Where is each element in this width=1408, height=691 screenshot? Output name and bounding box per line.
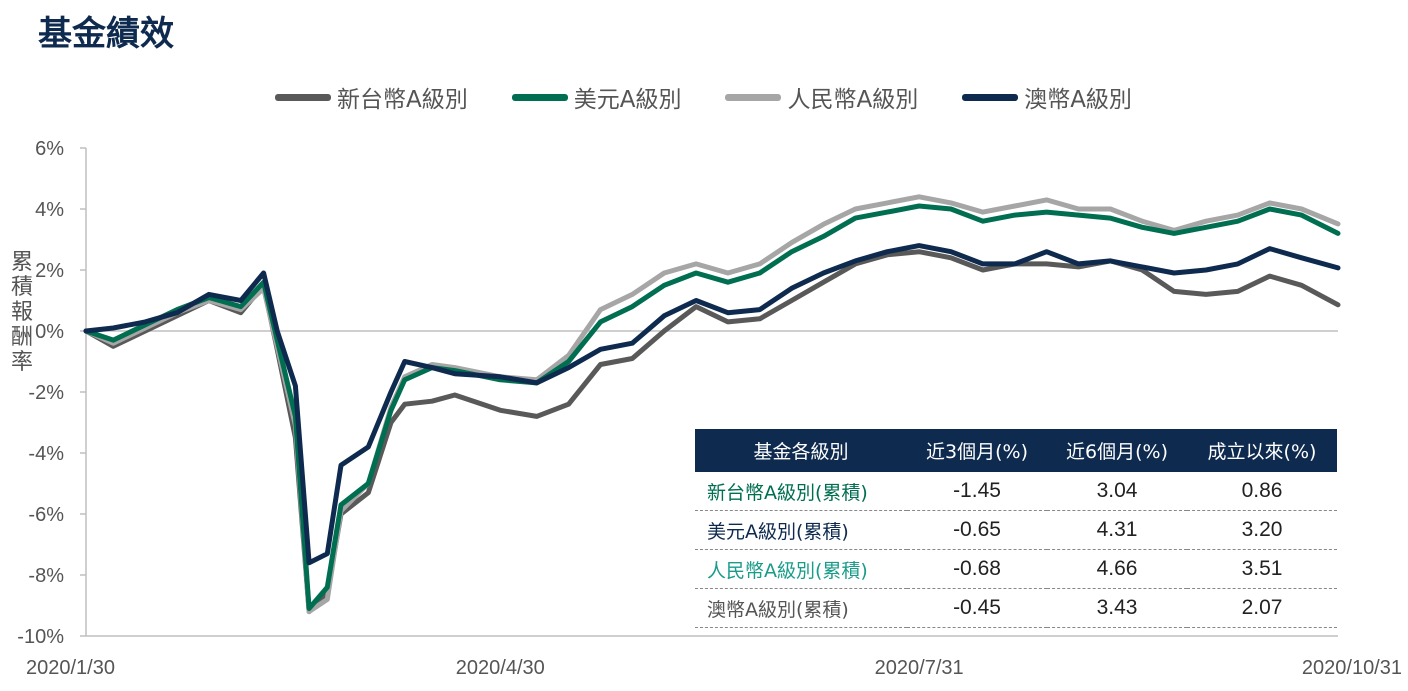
series-line-aud (83, 243, 1341, 566)
y-tick-label: 6% (35, 138, 64, 160)
legend-label-usd: 美元A級別 (573, 87, 682, 113)
y-axis-label-char: 酬 (10, 325, 33, 350)
y-tick-label: 4% (35, 199, 64, 221)
legend-label-cny: 人民幣A級別 (787, 87, 919, 113)
row-6m: 3.43 (1047, 588, 1187, 628)
row-6m: 3.04 (1047, 472, 1187, 511)
table-header-class: 基金各級別 (695, 429, 907, 472)
row-since: 3.51 (1187, 549, 1337, 589)
x-tick-label: 2020/1/30 (26, 657, 115, 679)
x-tick-label: 2020/10/31 (1302, 657, 1402, 679)
y-tick-label: -6% (28, 504, 64, 526)
y-tick-label: -2% (28, 382, 64, 404)
y-axis-label-char: 率 (10, 350, 33, 375)
legend-label-twd: 新台幣A級別 (337, 87, 468, 113)
legend-swatch-aud (962, 93, 1019, 101)
series-line-usd (83, 203, 1341, 611)
y-axis-label-char: 累 (10, 250, 33, 275)
legend-item-aud: 澳幣A級別 (962, 80, 1132, 114)
legend-swatch-cny (725, 93, 782, 101)
page-title: 基金績效 (38, 14, 174, 54)
row-6m: 4.66 (1047, 549, 1187, 589)
row-3m: -1.45 (907, 472, 1047, 511)
x-tick-label: 2020/4/30 (456, 657, 545, 679)
performance-table: 基金各級別 近3個月(%) 近6個月(%) 成立以來(%) 新台幣A級別(累積)… (695, 429, 1337, 628)
table-header-6m: 近6個月(%) (1047, 429, 1187, 472)
y-tick-label: 0% (35, 321, 64, 343)
y-tick-label: -8% (28, 565, 64, 587)
y-tick-label: 2% (35, 260, 64, 282)
row-name: 美元A級別(累積) (695, 510, 907, 550)
row-since: 2.07 (1187, 588, 1337, 628)
table-row: 人民幣A級別(累積) -0.68 4.66 3.51 (695, 549, 1337, 589)
legend-swatch-twd (275, 93, 331, 101)
legend-item-usd: 美元A級別 (511, 80, 682, 114)
row-3m: -0.68 (907, 549, 1047, 589)
legend-swatch-usd (511, 93, 568, 101)
table-header-3m: 近3個月(%) (907, 429, 1047, 472)
row-name: 新台幣A級別(累積) (695, 472, 907, 511)
y-axis-label-char: 積 (10, 275, 33, 300)
y-tick-label: -4% (28, 443, 64, 465)
table-row: 美元A級別(累積) -0.65 4.31 3.20 (695, 510, 1337, 550)
table-row: 澳幣A級別(累積) -0.45 3.43 2.07 (695, 588, 1337, 628)
y-axis-label-char: 報 (10, 300, 33, 325)
legend-item-twd: 新台幣A級別 (275, 80, 468, 114)
table-header-row: 基金各級別 近3個月(%) 近6個月(%) 成立以來(%) (695, 429, 1337, 472)
row-since: 0.86 (1187, 472, 1337, 511)
table-row: 新台幣A級別(累積) -1.45 3.04 0.86 (695, 472, 1337, 511)
y-tick-label: -10% (17, 626, 64, 648)
row-3m: -0.65 (907, 510, 1047, 550)
row-6m: 4.31 (1047, 510, 1187, 550)
table-header-since: 成立以來(%) (1187, 429, 1337, 472)
legend-label-aud: 澳幣A級別 (1024, 87, 1132, 113)
x-tick-label: 2020/7/31 (875, 657, 964, 679)
row-since: 3.20 (1187, 510, 1337, 550)
legend-item-cny: 人民幣A級別 (725, 80, 918, 114)
row-3m: -0.45 (907, 588, 1047, 628)
row-name: 澳幣A級別(累積) (695, 588, 907, 628)
row-name: 人民幣A級別(累積) (695, 549, 907, 589)
chart-legend: 新台幣A級別 美元A級別 人民幣A級別 澳幣A級別 (275, 80, 1176, 114)
y-axis-label: 累積報酬率 (8, 250, 36, 375)
